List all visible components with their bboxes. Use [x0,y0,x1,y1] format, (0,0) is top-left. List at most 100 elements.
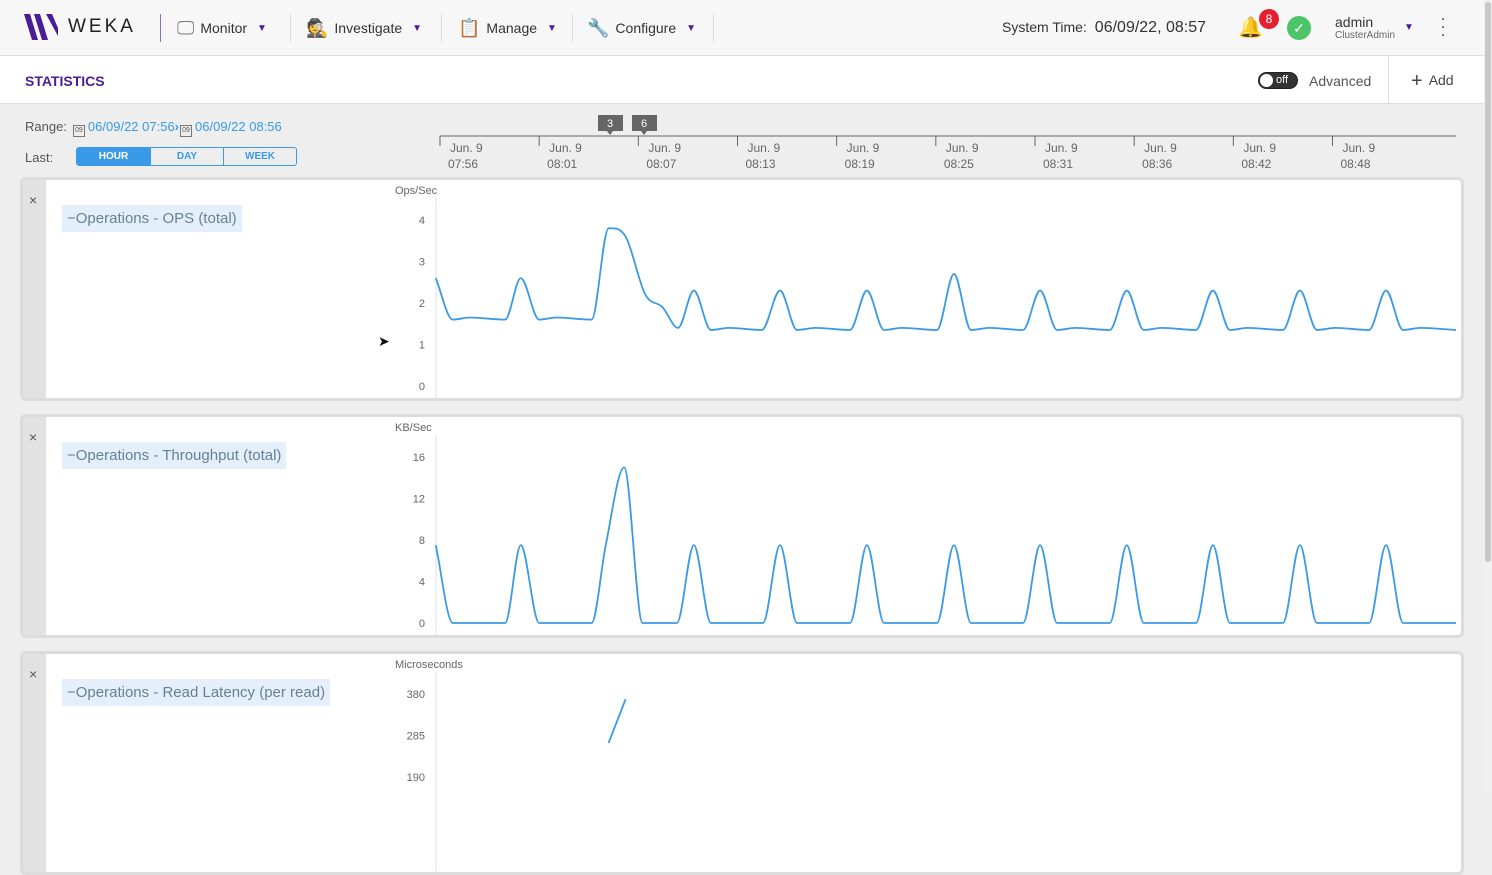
timeline-tick-time: 08:13 [746,157,776,171]
more-vert-icon[interactable]: · · · [1440,8,1446,44]
scrollbar[interactable] [1484,0,1492,794]
timeline-tick-time: 08:31 [1043,157,1073,171]
system-time: System Time: 06/09/22, 08:57 [1002,19,1206,37]
divider [290,14,291,42]
close-icon[interactable]: × [29,192,38,208]
chart-title: Operations - Throughput (total) [75,447,282,464]
status-ok-icon[interactable]: ✓ [1287,16,1311,40]
mouse-cursor-icon: ➤ [378,333,390,349]
series-chip[interactable]: −Operations - OPS (total) [62,205,242,232]
nav-label: Configure [615,20,677,36]
clipboard-gear-icon: 📋 [458,17,481,38]
calendar-icon[interactable]: 09 [180,125,193,137]
close-icon[interactable]: × [29,429,38,445]
timeline-tick-time: 08:07 [646,157,676,171]
y-tick-label: 12 [413,494,425,506]
chart-panel-latency: × −Operations - Read Latency (per read) … [20,651,1464,875]
y-tick-label: 4 [419,577,425,589]
event-marker-pointer [641,131,647,135]
y-tick-label: 4 [419,215,425,227]
statistics-bar: STATISTICS off Advanced + Add [0,56,1484,104]
user-menu[interactable]: admin ClusterAdmin [1335,14,1395,41]
detective-icon: 🕵 [306,17,329,38]
y-tick-label: 8 [419,535,425,547]
event-marker [598,115,623,131]
system-time-label: System Time: [1002,19,1087,35]
period-day[interactable]: DAY [150,148,223,165]
period-hour[interactable]: HOUR [77,148,150,165]
plus-icon: + [1411,70,1423,92]
timeline-tick-time: 08:42 [1241,157,1271,171]
logo-text: WEKA [68,16,136,37]
timeline-axis[interactable]: Jun. 9 07:56 Jun. 9 08:01 Jun. 9 08:07 Jun. 9 0… [0,110,1484,176]
calendar-icon[interactable]: 09 [72,125,85,137]
weka-logo[interactable]: WEKA [24,14,136,40]
chevron-down-icon: ▼ [257,22,267,34]
divider [441,14,442,42]
wrench-icon: 🔧 [587,17,610,38]
system-time-value: 06/09/22, 08:57 [1094,19,1207,36]
timeline-tick-date: Jun. 9 [847,141,880,155]
y-tick-label: 16 [413,452,425,464]
timeline-tick-date: Jun. 9 [1045,141,1078,155]
add-button[interactable]: + Add [1411,70,1454,93]
y-tick-label: 2 [419,298,425,310]
event-marker-pointer [607,131,613,135]
toggle-state: off [1276,74,1289,86]
minus-icon: − [67,210,76,227]
series-chip[interactable]: −Operations - Read Latency (per read) [62,679,331,706]
chart-panel-ops: × −Operations - OPS (total) Ops/Sec 0 1 2 3 4 [20,177,1464,401]
series-chip[interactable]: −Operations - Throughput (total) [62,442,287,469]
series-line [607,698,627,744]
top-header: WEKA 🖵 Monitor ▼ 🕵 Investigate ▼ 📋 Manage ▼ 🔧 C… [0,0,1484,56]
divider [1388,56,1389,104]
range-to[interactable]: 06/09/22 08:56 [195,119,282,134]
chevron-down-icon: ▼ [547,22,557,34]
y-tick-label: 190 [407,772,425,784]
nav-investigate[interactable]: 🕵 Investigate ▼ [306,14,422,42]
nav-label: Manage [486,20,538,36]
timeline-tick-time: 08:01 [547,157,577,171]
timeline-tick-date: Jun. 9 [549,141,582,155]
close-icon[interactable]: × [29,666,38,682]
y-axis-label: Ops/Sec [395,185,438,197]
divider [572,14,573,42]
y-axis-label: Microseconds [395,659,463,671]
throughput-chart: KB/Sec 0 4 8 12 16 [395,422,1457,635]
timeline-tick-time: 08:36 [1142,157,1172,171]
y-tick-label: 1 [419,340,425,352]
chart-panel-throughput: × −Operations - Throughput (total) KB/Se… [20,414,1464,638]
timeline-tick-time: 07:56 [448,157,478,171]
nav-manage[interactable]: 📋 Manage ▼ [458,14,557,42]
y-tick-label: 0 [419,381,425,393]
timeline-tick-time: 08:48 [1341,157,1371,171]
bell-icon[interactable]: 🔔 [1238,17,1263,39]
range-label: Range: [25,119,67,134]
range-from[interactable]: 06/09/22 07:56 [87,119,175,134]
timeline-tick-time: 08:19 [845,157,875,171]
chevron-down-icon[interactable]: ▼ [1404,22,1414,33]
page-title: STATISTICS [25,73,105,89]
period-week[interactable]: WEEK [223,148,296,165]
timeline-tick-date: Jun. 9 [748,141,781,155]
scrollbar-thumb[interactable] [1485,2,1491,562]
nav-label: Investigate [334,20,403,36]
divider [160,14,161,42]
chevron-right-icon: › [174,119,180,134]
timeline-tick-date: Jun. 9 [1144,141,1177,155]
nav-configure[interactable]: 🔧 Configure ▼ [587,14,696,42]
timeline-tick-date: Jun. 9 [946,141,979,155]
ops-chart: Ops/Sec 0 1 2 3 4 [395,185,1457,398]
chart-title: Operations - Read Latency (per read) [75,684,326,701]
last-label: Last: [25,150,54,165]
y-tick-label: 0 [419,618,425,630]
range-selector: Range: 09 06/09/22 07:56› 09 06/09/22 08:56 [25,119,282,137]
weka-logo-icon [24,14,58,40]
alerts-badge[interactable]: 8 [1259,9,1279,29]
advanced-toggle[interactable]: off [1258,72,1298,89]
timeline-tick-date: Jun. 9 [1243,141,1276,155]
y-tick-label: 3 [419,257,425,269]
nav-monitor[interactable]: 🖵 Monitor ▼ [177,14,267,42]
y-tick-label: 285 [407,731,425,743]
nav-label: Monitor [200,20,248,36]
